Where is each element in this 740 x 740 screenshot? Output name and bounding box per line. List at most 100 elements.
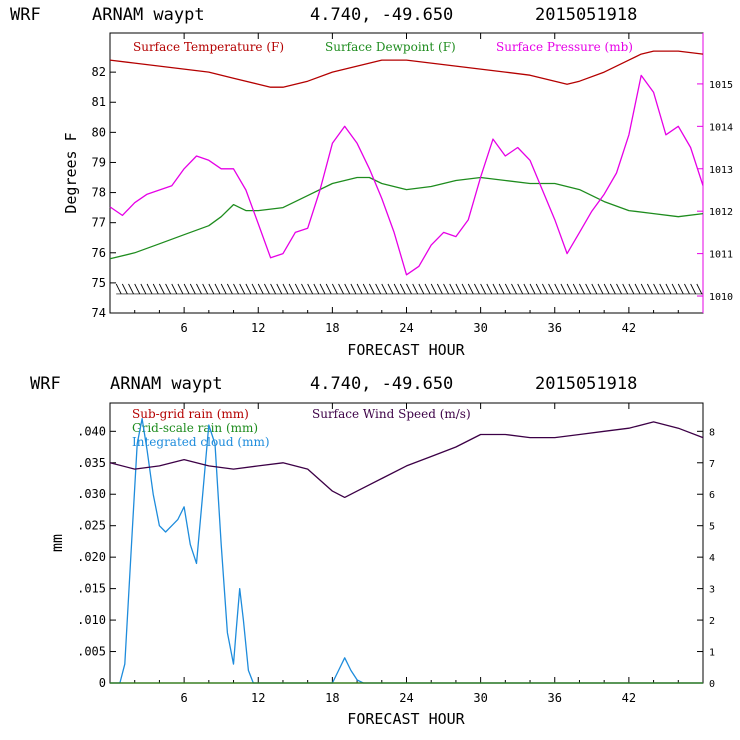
- x-tick-label: 42: [622, 321, 636, 335]
- series-line-surface-temperature: [109, 50, 704, 88]
- wind-barb: [535, 283, 542, 295]
- wind-barb: [338, 283, 344, 295]
- header-station: ARNAM waypt: [92, 5, 205, 25]
- wind-barb: [294, 283, 301, 295]
- x-tick-label: 6: [181, 321, 188, 335]
- wind-barb: [671, 283, 678, 295]
- series-line-integrated-cloud: [110, 418, 703, 684]
- legend-surface-dewpoint: Surface Dewpoint (F): [325, 40, 456, 54]
- wind-barb: [356, 283, 363, 295]
- wind-barb: [696, 283, 703, 295]
- y-tick-label: 75: [92, 276, 106, 290]
- wind-barb: [140, 283, 147, 295]
- wind-barb: [183, 283, 190, 295]
- panel1-x-axis-label: FORECAST HOUR: [347, 341, 465, 359]
- header-station: ARNAM waypt: [110, 374, 223, 394]
- wind-barb: [313, 283, 320, 295]
- wind-barb: [165, 283, 171, 295]
- header-run: 2015051918: [535, 5, 637, 25]
- legend-surface-temperature: Surface Temperature (F): [133, 40, 284, 54]
- y2-tick-label: 1013: [709, 165, 733, 176]
- x-tick-label: 42: [622, 691, 636, 705]
- wind-barb: [511, 283, 517, 295]
- y-tick-label: .035: [77, 456, 106, 470]
- wind-barb: [480, 283, 487, 295]
- y2-tick-label: 1011: [709, 250, 733, 261]
- wind-barb: [486, 283, 493, 295]
- precip-panel: WRF ARNAM waypt 4.740, -49.650 201505191…: [30, 374, 715, 728]
- panel2-series: [109, 418, 704, 684]
- wind-barb: [647, 283, 653, 295]
- wind-barb: [134, 283, 141, 295]
- y2-tick-label: 2: [709, 616, 715, 627]
- wind-barb: [121, 283, 128, 295]
- wind-barbs: [115, 283, 703, 295]
- wind-barb: [436, 283, 443, 295]
- wind-barb: [609, 283, 616, 295]
- wind-barb: [375, 283, 382, 295]
- wind-barb: [301, 283, 307, 295]
- wind-barb: [616, 283, 622, 295]
- wind-barb: [245, 283, 252, 295]
- wind-barb: [406, 283, 412, 295]
- panel2-x-ticks: 6 12 18 24 30 36 42: [134, 403, 679, 705]
- wind-barb: [196, 283, 202, 295]
- wind-barb: [554, 283, 561, 295]
- y2-tick-label: 1015: [709, 80, 733, 91]
- wind-barb: [418, 283, 425, 295]
- y-tick-label: 82: [92, 65, 106, 79]
- panel1-legend: Surface Temperature (F) Surface Dewpoint…: [133, 40, 633, 54]
- y-tick-label: .015: [77, 582, 106, 596]
- wind-barb: [369, 283, 375, 295]
- wind-barb: [251, 283, 258, 295]
- x-tick-label: 24: [399, 321, 413, 335]
- y2-tick-label: 4: [709, 553, 715, 564]
- wind-barb: [572, 283, 579, 295]
- wind-barb: [443, 283, 449, 295]
- x-tick-label: 12: [251, 691, 265, 705]
- y2-tick-label: 3: [709, 585, 715, 596]
- wind-barb: [455, 283, 462, 295]
- y2-tick-label: 7: [709, 459, 715, 470]
- panel1-y-axis-label: Degrees F: [62, 132, 80, 213]
- wind-barb: [467, 283, 474, 295]
- wind-barb: [622, 283, 629, 295]
- wind-barb: [412, 283, 419, 295]
- y-tick-label: 0: [99, 676, 106, 690]
- header-coords: 4.740, -49.650: [310, 374, 453, 394]
- x-tick-label: 36: [548, 321, 562, 335]
- y-tick-label: 80: [92, 125, 106, 139]
- wind-barb: [344, 283, 351, 295]
- y2-tick-label: 6: [709, 490, 715, 501]
- panel2-header: WRF ARNAM waypt 4.740, -49.650 201505191…: [30, 374, 637, 394]
- panel1-plot-frame: [109, 32, 704, 314]
- wind-barb: [628, 283, 635, 295]
- wind-barb: [474, 283, 480, 295]
- wind-barb: [331, 283, 338, 295]
- wind-barb: [146, 283, 153, 295]
- wind-barb: [239, 283, 246, 295]
- wind-barb: [233, 283, 239, 295]
- panel1-y-ticks: 74 75 76 77 78 79 80 81 82: [92, 65, 116, 320]
- wind-barb: [424, 283, 431, 295]
- wind-barb: [152, 283, 159, 295]
- panel2-y-axis-label: mm: [48, 534, 66, 552]
- y2-tick-label: 1010: [709, 292, 733, 303]
- y-tick-label: 78: [92, 186, 106, 200]
- wind-barb: [517, 283, 524, 295]
- x-tick-label: 30: [473, 691, 487, 705]
- series-line-surface-wind-speed: [109, 421, 704, 499]
- wind-barb: [504, 283, 511, 295]
- y-tick-label: 74: [92, 306, 106, 320]
- wind-barb: [307, 283, 314, 295]
- panel1-series: [109, 50, 704, 276]
- wind-barb: [585, 283, 592, 295]
- wind-barb: [597, 283, 604, 295]
- wind-barb: [226, 283, 233, 295]
- wind-barb: [603, 283, 610, 295]
- wind-barb: [177, 283, 184, 295]
- wind-barb: [449, 283, 456, 295]
- panel1-x-ticks: 6 12 18 24 30 36 42: [134, 33, 679, 335]
- wind-barb: [189, 283, 196, 295]
